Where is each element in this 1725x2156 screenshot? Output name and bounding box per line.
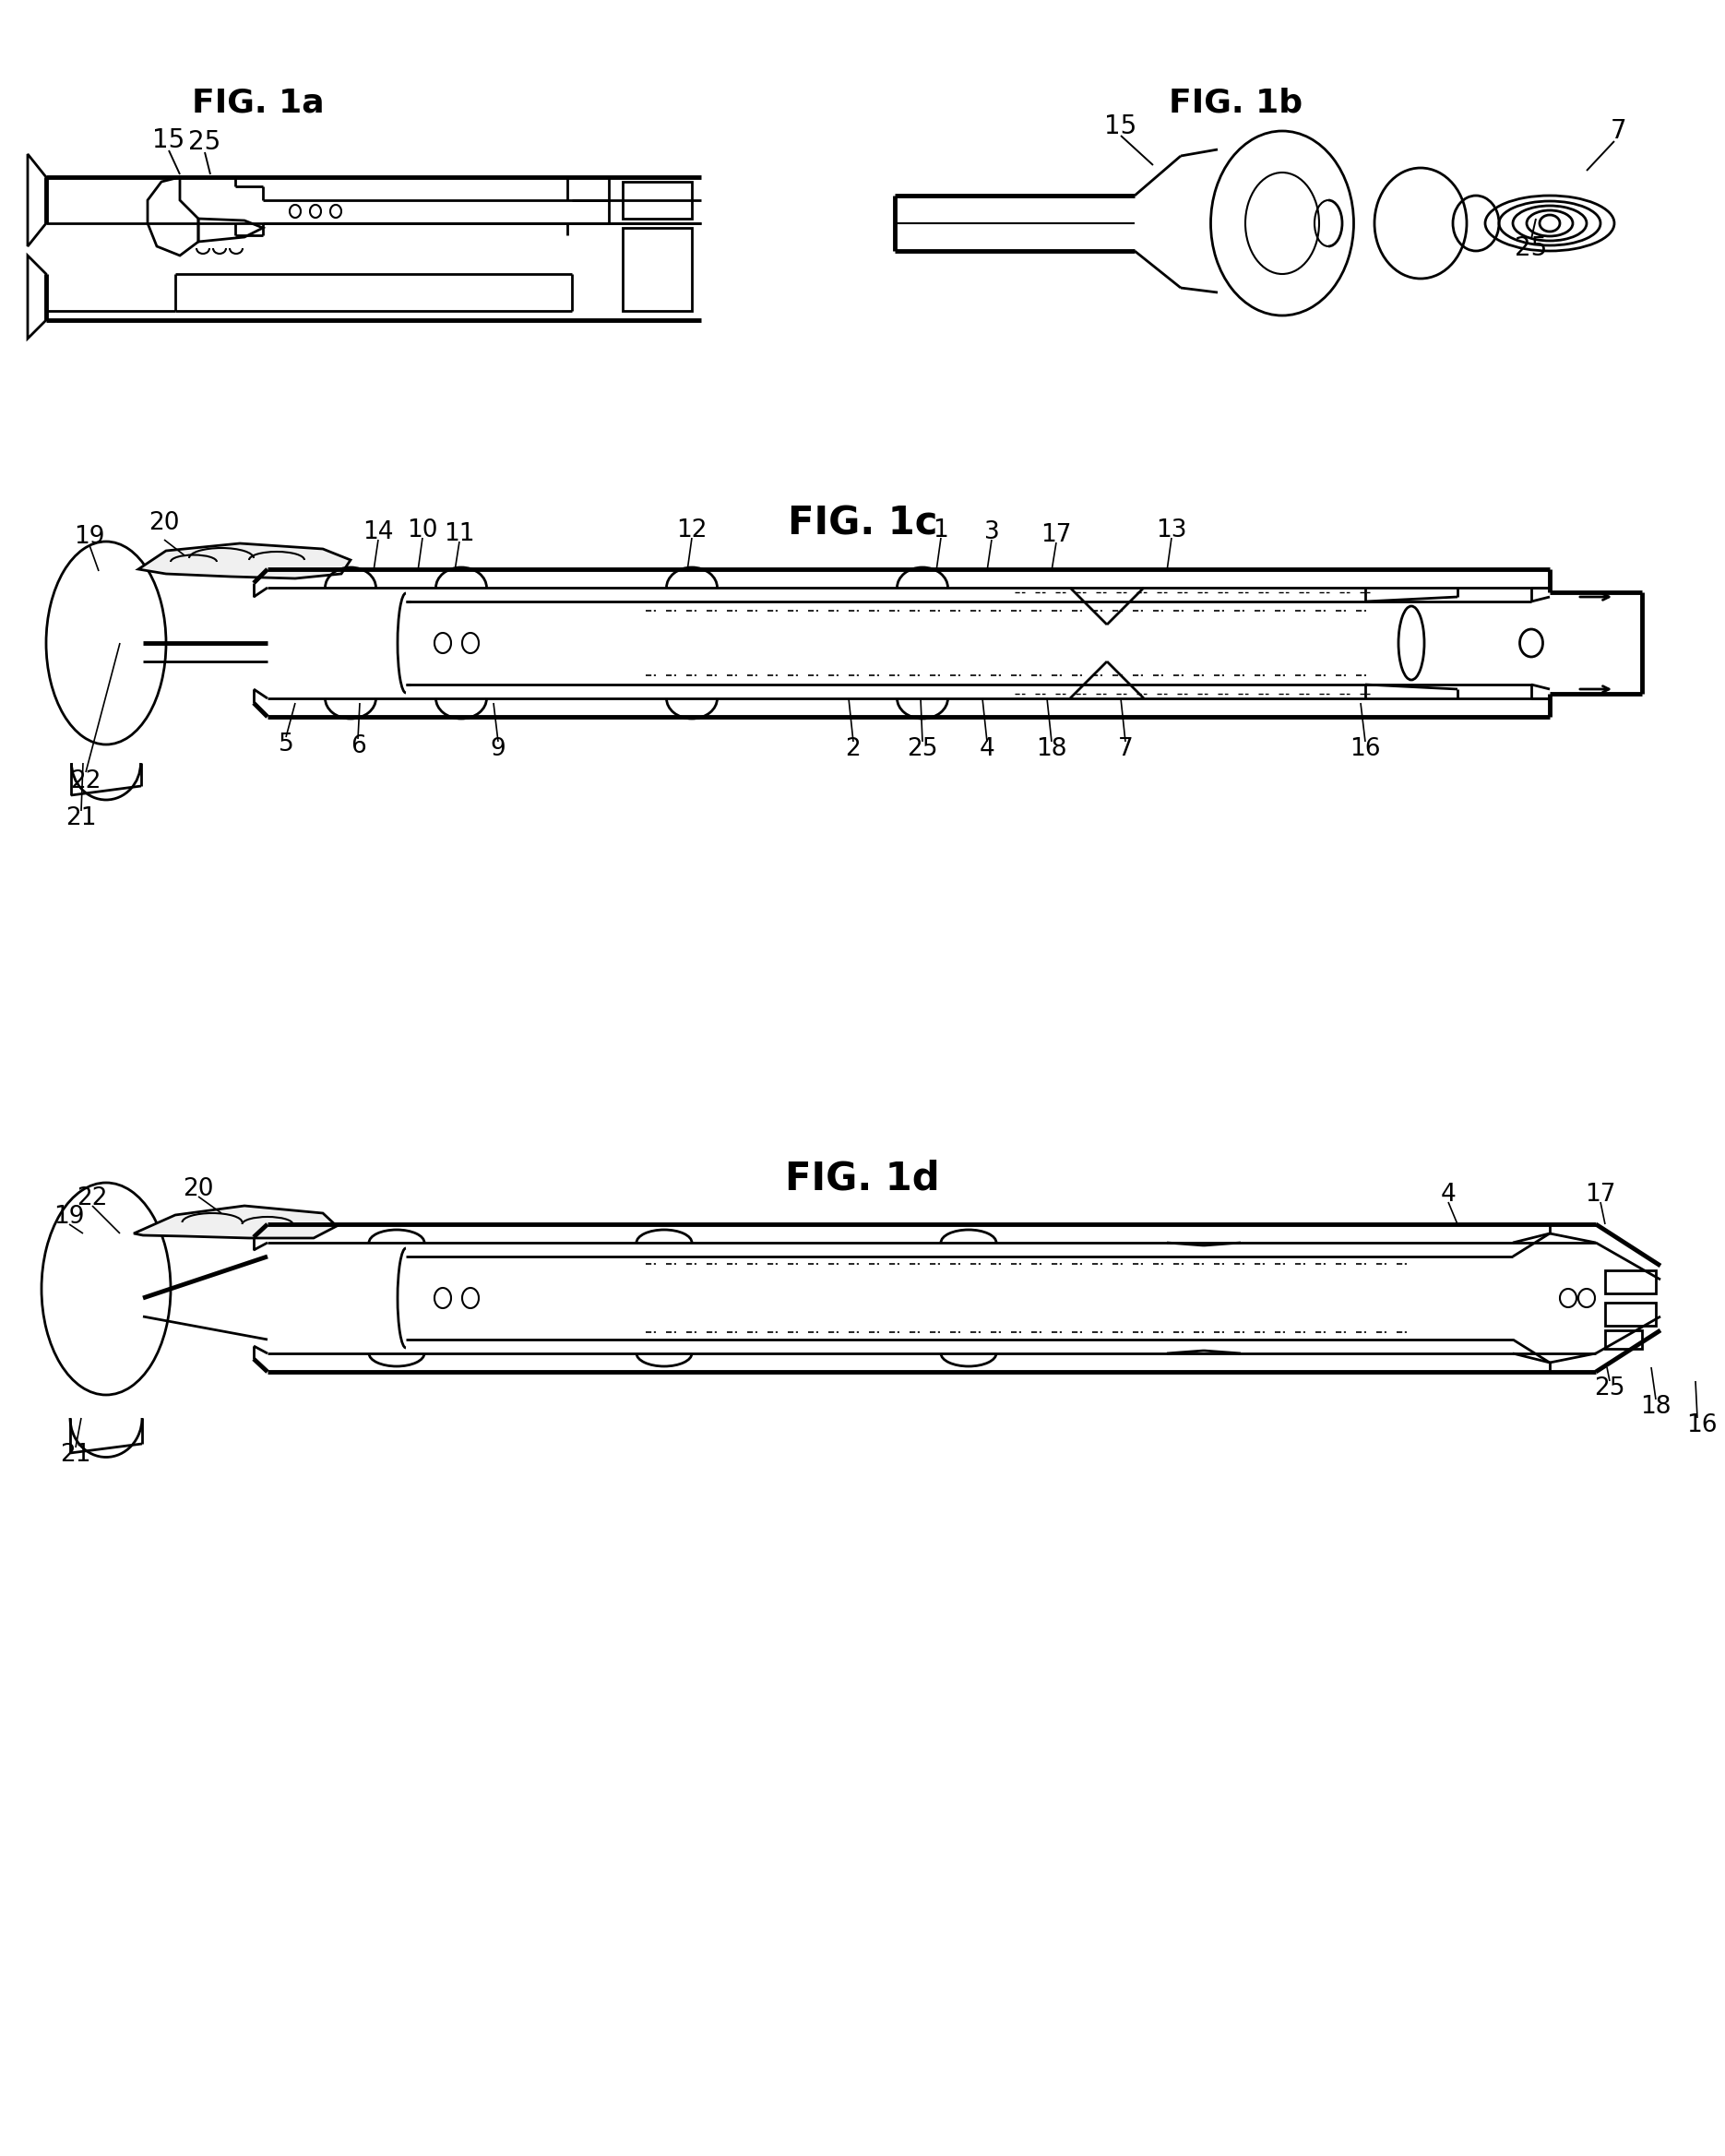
Text: 6: 6	[350, 735, 366, 759]
Text: 20: 20	[148, 511, 179, 535]
Text: 25: 25	[907, 737, 938, 761]
Text: 21: 21	[66, 806, 97, 830]
Text: 20: 20	[183, 1177, 214, 1201]
Bar	[1604, 1270, 1656, 1294]
Text: 14: 14	[362, 520, 393, 543]
Text: 7: 7	[1611, 119, 1627, 144]
Polygon shape	[138, 543, 350, 578]
Text: FIG. 1c: FIG. 1c	[788, 505, 937, 543]
Text: FIG. 1d: FIG. 1d	[785, 1158, 940, 1197]
Text: 15: 15	[1104, 114, 1137, 140]
Text: 15: 15	[152, 127, 185, 153]
Text: 16: 16	[1349, 737, 1380, 761]
Text: 1: 1	[933, 517, 949, 543]
Polygon shape	[135, 1205, 336, 1238]
Text: 19: 19	[74, 524, 105, 550]
Text: 12: 12	[676, 517, 707, 543]
Text: 13: 13	[1156, 517, 1187, 543]
Text: 22: 22	[78, 1186, 107, 1210]
Text: FIG. 1a: FIG. 1a	[191, 88, 324, 119]
Text: 19: 19	[53, 1205, 85, 1229]
Text: 17: 17	[1585, 1184, 1616, 1207]
Text: 25: 25	[188, 129, 221, 155]
Text: 25: 25	[1515, 235, 1547, 261]
Text: FIG. 1b: FIG. 1b	[1170, 88, 1302, 119]
Text: 4: 4	[980, 737, 995, 761]
Text: 22: 22	[71, 770, 102, 793]
Text: 25: 25	[1594, 1376, 1625, 1401]
Text: 10: 10	[407, 517, 438, 543]
Text: 3: 3	[983, 520, 999, 543]
Bar	[623, 181, 692, 218]
Text: 16: 16	[1687, 1414, 1718, 1438]
Text: 5: 5	[278, 733, 293, 757]
Text: 18: 18	[1037, 737, 1068, 761]
Bar	[623, 229, 692, 310]
Text: 17: 17	[1040, 524, 1071, 548]
Text: 21: 21	[60, 1442, 91, 1466]
Bar	[1604, 1302, 1656, 1326]
Text: 9: 9	[490, 737, 505, 761]
Text: 18: 18	[1640, 1395, 1672, 1419]
Bar	[1604, 1330, 1642, 1350]
Text: 7: 7	[1118, 737, 1133, 761]
Text: 2: 2	[845, 737, 861, 761]
Text: 11: 11	[443, 522, 474, 545]
Text: 4: 4	[1440, 1184, 1456, 1207]
